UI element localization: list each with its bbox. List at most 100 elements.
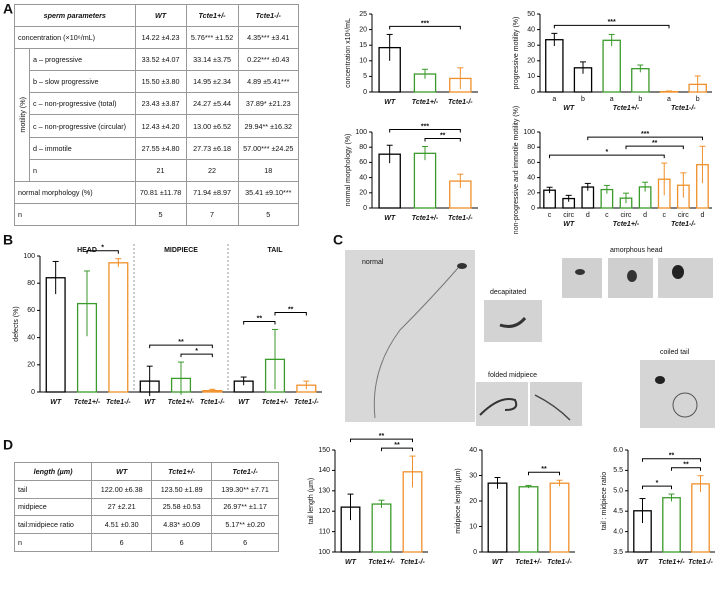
group-label: Tcte1+/- <box>613 221 640 228</box>
significance-label: ** <box>178 339 184 346</box>
section-title: TAIL <box>267 247 283 254</box>
header-cell: Tcte1-/- <box>237 3 300 28</box>
bar <box>662 497 681 553</box>
y-tick-label: 60 <box>27 307 35 314</box>
header-row: sperm parameters WT Tcte1+/- Tcte1-/- <box>14 3 300 28</box>
table-row: d – immotile 27.55 ±4.80 27.73 ±6.18 57.00*… <box>15 136 300 160</box>
y-tick-label: 10 <box>527 73 535 80</box>
significance-bracket <box>243 320 276 325</box>
table-cell: c – non-progressive (total) <box>29 92 136 116</box>
sperm-drawing <box>479 398 518 416</box>
bar <box>691 483 710 553</box>
significance-label: *** <box>421 20 429 27</box>
panel-label: C <box>333 232 343 248</box>
group-label: Tcte1-/- <box>671 221 696 228</box>
table-cell: 4.51 ±0.30 <box>91 515 153 535</box>
panel-label: B <box>3 232 13 248</box>
header-cell: Tcte1+/- <box>185 3 239 28</box>
y-tick-label: 20 <box>359 190 367 197</box>
table-cell: 7 <box>185 202 239 227</box>
x-tick-label: Tcte1-/- <box>688 559 713 566</box>
x-tick-label: c <box>548 212 552 219</box>
y-tick-label: 150 <box>318 447 330 454</box>
significance-label: ** <box>683 462 689 469</box>
significance-label: ** <box>652 140 658 147</box>
table-cell: 18 <box>237 158 300 182</box>
y-tick-label: 10 <box>469 523 477 530</box>
x-tick-label: b <box>581 96 585 103</box>
panel-label: D <box>3 437 13 453</box>
table-cell: 6 <box>151 533 213 552</box>
table-cell: 22 <box>185 158 239 182</box>
micrograph <box>476 382 528 426</box>
bar <box>518 486 539 553</box>
y-tick-label: 4.0 <box>613 528 623 535</box>
table-row: n 21 22 18 <box>15 158 300 182</box>
y-tick-label: 5 <box>363 73 367 80</box>
significance-bracket <box>528 471 560 476</box>
table-cell: 0.22*** ±0.43 <box>237 48 300 72</box>
significance-bracket <box>389 25 461 30</box>
micrograph <box>640 360 715 428</box>
y-tick-label: 0 <box>363 205 367 212</box>
significance-label: * <box>606 149 609 156</box>
x-tick-label: b <box>696 96 700 103</box>
table-row: normal morphology (%) 70.81 ±11.78 71.94 ±… <box>14 180 300 204</box>
significance-label: * <box>101 245 104 252</box>
table-cell: 27.55 ±4.80 <box>134 136 187 160</box>
y-axis-label: progressive motility (%) <box>513 17 520 90</box>
table-cell: c – non-progressive (circular) <box>29 114 136 138</box>
bar <box>545 39 564 93</box>
bar <box>371 503 392 553</box>
y-tick-label: 20 <box>527 58 535 65</box>
table-cell: 70.81 ±11.78 <box>134 180 187 204</box>
micrograph <box>484 300 542 342</box>
y-tick-label: 20 <box>27 362 35 369</box>
y-tick-label: 130 <box>318 488 330 495</box>
table-cell: 5.76*** ±1.52 <box>185 26 239 50</box>
y-tick-label: 80 <box>27 280 35 287</box>
y-tick-label: 40 <box>359 174 367 181</box>
micrograph-label: coiled tail <box>660 349 690 356</box>
bar-chart: 3.5 4.0 4.5 5.0 5.5 6.0 tail : midpiece ratio W… <box>601 447 715 566</box>
x-tick-label: Tcte1-/- <box>294 399 319 406</box>
sperm-head <box>655 376 665 384</box>
group-label: motility (%) <box>14 48 30 182</box>
significance-bracket <box>642 458 701 462</box>
y-tick-label: 100 <box>23 253 35 260</box>
x-tick-label: circ <box>678 212 689 219</box>
significance-label: ** <box>440 132 446 139</box>
bar <box>602 39 621 93</box>
x-tick-label: c <box>605 212 609 219</box>
length-table: length (µm) WT Tcte1+/- Tcte1-/- tail 122.00 … <box>13 462 279 552</box>
table-cell: 37.89* ±21.23 <box>237 92 300 116</box>
y-tick-label: 0 <box>31 389 35 396</box>
significance-bracket <box>587 136 703 141</box>
table-cell: 5 <box>134 202 187 227</box>
table-cell: 33.52 ±4.07 <box>134 48 187 72</box>
y-tick-label: 100 <box>318 549 330 556</box>
table-row: c – non-progressive (circular) 12.43 ±4.2… <box>15 114 300 138</box>
section-title: MIDPIECE <box>164 247 198 254</box>
table-cell: tail:midpiece ratio <box>13 515 93 535</box>
sperm-head <box>457 263 467 269</box>
y-axis-label: defects (%) <box>13 306 20 341</box>
y-tick-label: 25 <box>359 11 367 18</box>
header-cell: Tcte1-/- <box>211 462 279 481</box>
table-cell: 5 <box>237 202 300 227</box>
micrograph <box>530 382 582 426</box>
table-row: b – slow progressive 15.50 ±3.80 14.95 ±2.… <box>15 70 300 94</box>
table-cell: n <box>29 158 136 182</box>
table-cell: 5.17** ±0.20 <box>211 515 279 535</box>
x-tick-label: d <box>700 212 704 219</box>
table-cell: 122.00 ±6.38 <box>91 479 153 499</box>
table-cell: 26.97** ±1.17 <box>211 497 279 517</box>
y-tick-label: 0 <box>473 549 477 556</box>
x-tick-label: WT <box>384 215 396 222</box>
y-tick-label: 60 <box>527 159 535 166</box>
y-tick-label: 100 <box>355 129 367 136</box>
x-tick-label: Tcte1-/- <box>400 559 425 566</box>
y-axis-label: tail length (µm) <box>308 478 315 524</box>
table-cell: 21 <box>134 158 187 182</box>
